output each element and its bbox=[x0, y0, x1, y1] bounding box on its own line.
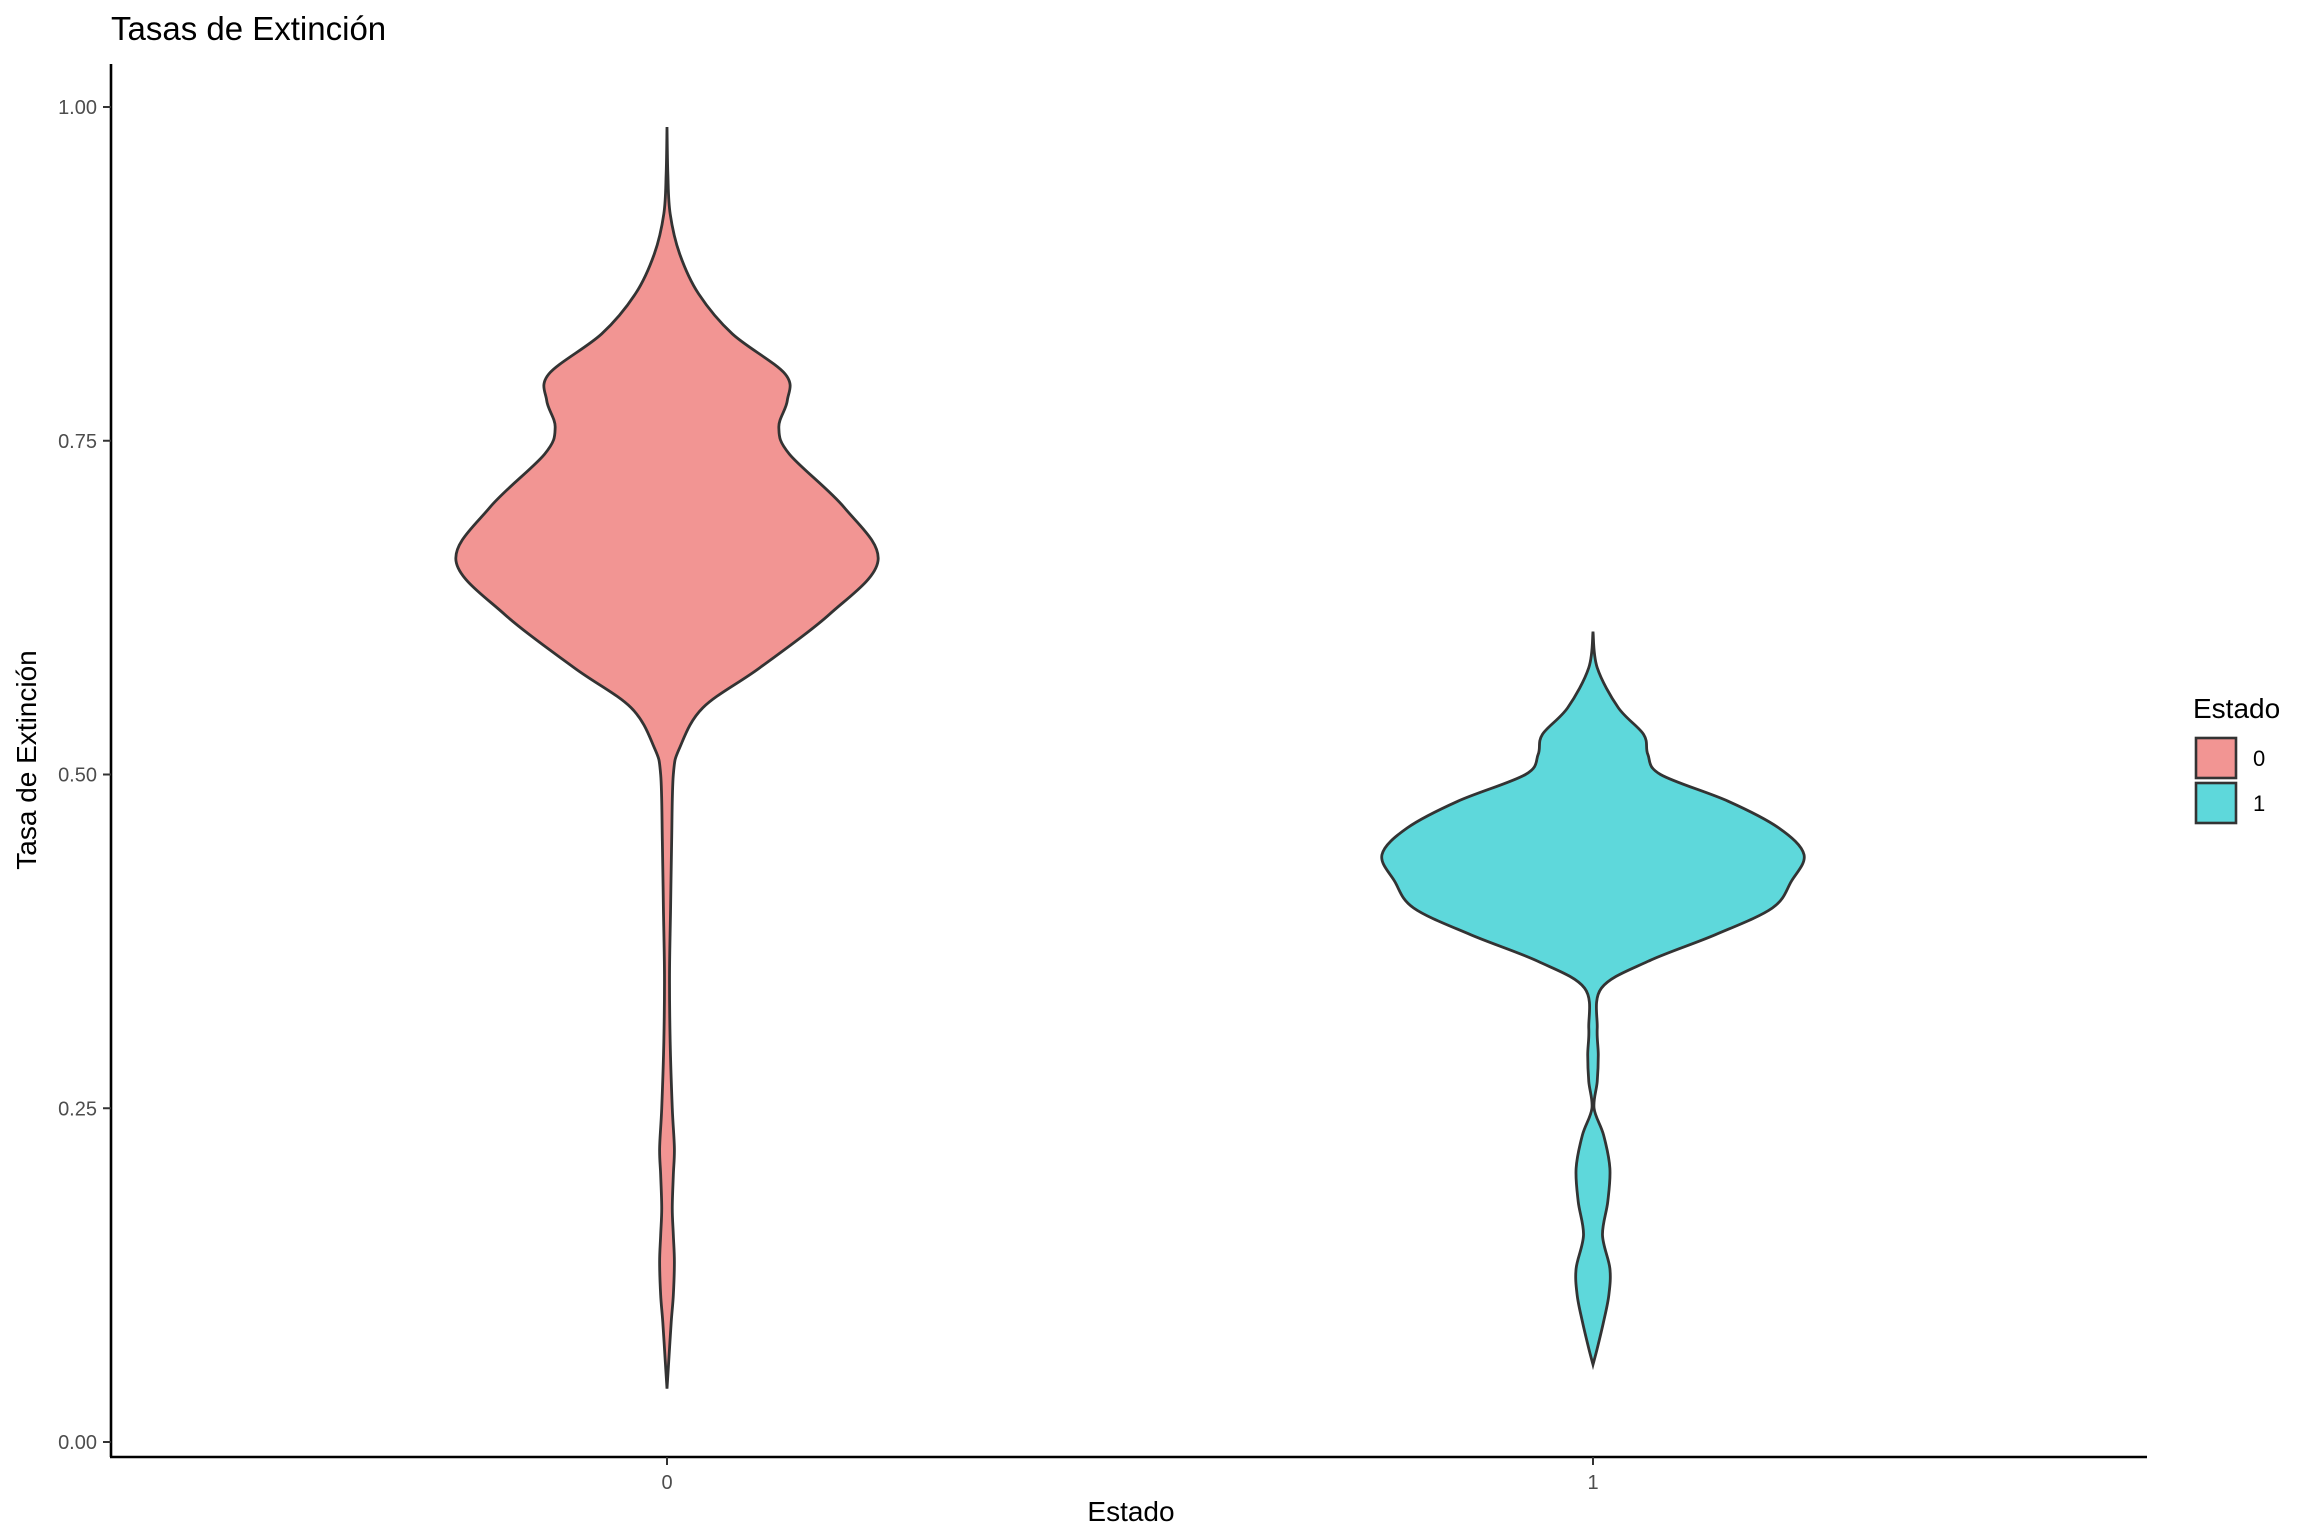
x-tick-label: 0 bbox=[661, 1472, 672, 1494]
violin-0 bbox=[454, 127, 880, 1389]
legend-key-0 bbox=[2194, 736, 2238, 780]
legend-label-1: 1 bbox=[2253, 791, 2265, 816]
legend-key-1 bbox=[2194, 781, 2238, 825]
y-tick-label: 0.25 bbox=[58, 1098, 97, 1120]
legend-keys: 01 bbox=[2194, 736, 2265, 825]
chart-title: Tasas de Extinción bbox=[111, 10, 386, 47]
y-axis-ticks: 0.00 0.25 0.50 0.75 1.00 bbox=[58, 97, 111, 1454]
x-axis-title: Estado bbox=[1087, 1496, 1174, 1527]
violin-layer bbox=[454, 127, 1806, 1389]
x-tick-label: 1 bbox=[1587, 1472, 1598, 1494]
y-axis-title: Tasa de Extinción bbox=[11, 650, 42, 869]
legend-title: Estado bbox=[2193, 693, 2280, 724]
legend-label-0: 0 bbox=[2253, 746, 2265, 771]
y-tick-label: 0.00 bbox=[58, 1432, 97, 1454]
y-tick-label: 0.75 bbox=[58, 431, 97, 453]
y-tick-label: 0.50 bbox=[58, 765, 97, 787]
y-tick-label: 1.00 bbox=[58, 97, 97, 119]
legend: Estado 01 bbox=[2193, 693, 2280, 825]
violin-1 bbox=[1380, 631, 1806, 1371]
